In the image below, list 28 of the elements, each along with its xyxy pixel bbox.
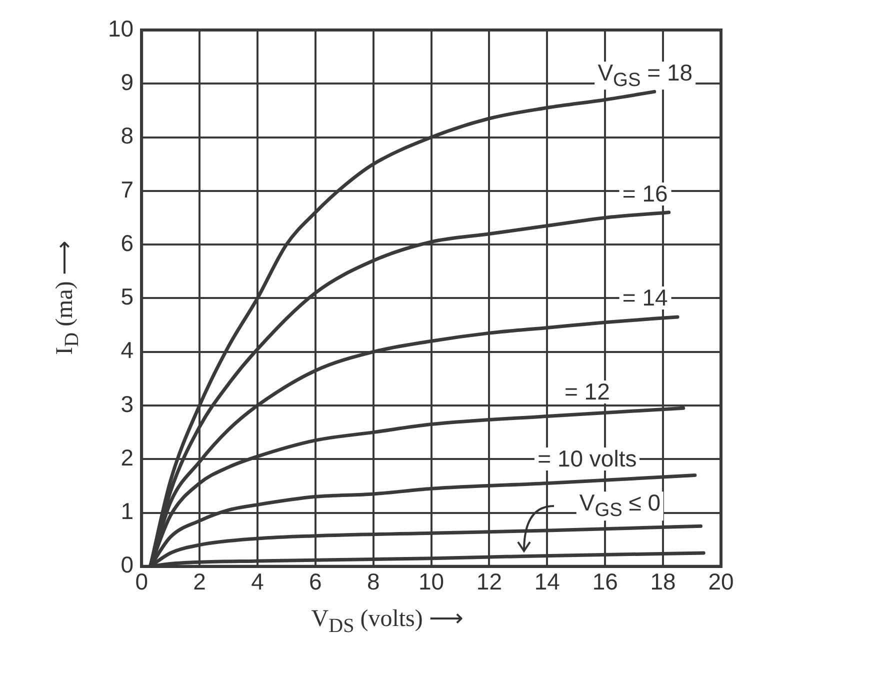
x-tick-label: 18 bbox=[650, 568, 676, 595]
y-tick-label: 0 bbox=[120, 552, 134, 578]
annotation: = 10 volts bbox=[534, 446, 640, 472]
annotation: V$_{GS}$ = 18 bbox=[594, 59, 696, 91]
x-tick-label: 14 bbox=[534, 568, 560, 595]
annotation: = 14 bbox=[619, 284, 671, 311]
x-tick-label: 10 bbox=[418, 568, 444, 595]
x-tick-label: 6 bbox=[309, 568, 322, 595]
y-tick-label: 10 bbox=[108, 15, 134, 42]
y-tick-label: 8 bbox=[120, 122, 134, 149]
x-tick-label: 4 bbox=[251, 568, 264, 595]
y-tick-label: 9 bbox=[120, 68, 134, 95]
x-tick-label: 16 bbox=[592, 568, 618, 595]
y-tick-label: 6 bbox=[120, 230, 134, 256]
y-tick-label: 3 bbox=[120, 390, 134, 417]
y-tick-label: 7 bbox=[120, 176, 134, 202]
x-axis-title: V$_{DS}$ (volts) ⟶ bbox=[311, 605, 463, 638]
y-tick-label: 4 bbox=[120, 337, 134, 364]
y-tick-label: 5 bbox=[120, 284, 134, 310]
annotation: V$_{GS}$ ≤ 0 bbox=[576, 490, 664, 522]
x-tick-label: 12 bbox=[476, 568, 502, 595]
x-tick-label: 8 bbox=[366, 568, 380, 595]
annotation: = 12 bbox=[561, 378, 613, 405]
annotation: = 16 bbox=[619, 180, 671, 206]
x-tick-label: 20 bbox=[708, 568, 734, 595]
y-tick-label: 2 bbox=[120, 444, 134, 470]
y-tick-label: 1 bbox=[120, 498, 134, 524]
x-tick-label: 2 bbox=[193, 568, 206, 595]
